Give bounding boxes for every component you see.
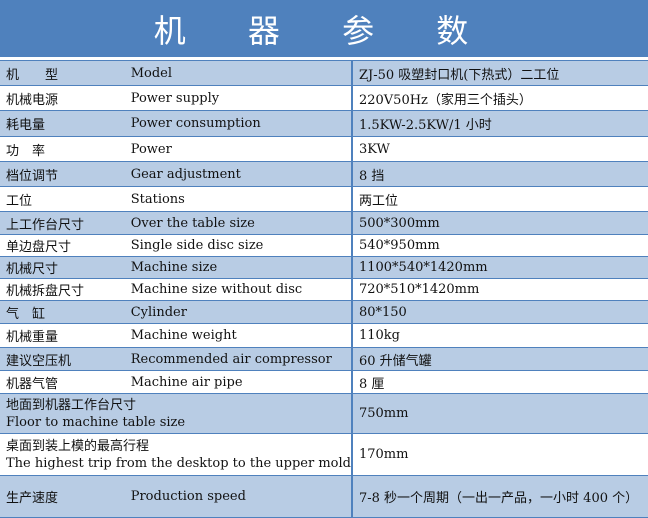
spec-label-cn: 机械电源 — [0, 85, 125, 111]
spec-label-cn: 机 型 — [0, 60, 125, 86]
spec-label-en: Machine air pipe — [124, 370, 353, 394]
spec-label-en: Model — [124, 60, 353, 86]
table-row: 机械重量 Machine weight 110kg — [0, 323, 648, 348]
page-title: 机 器 参 数 — [0, 0, 648, 57]
spec-label-en: Production speed — [124, 475, 353, 518]
spec-label-en: Cylinder — [124, 300, 353, 324]
spec-label-en: Floor to machine table size — [6, 414, 186, 430]
table-row: 功 率 Power 3KW — [0, 136, 648, 162]
table-row: 机 型 Model ZJ-50 吸塑封口机(下热式）二工位 — [0, 60, 648, 86]
spec-value: 540*950mm — [351, 234, 648, 257]
table-row: 地面到机器工作台尺寸 Floor to machine table size 750… — [0, 393, 648, 434]
spec-value: 110kg — [351, 323, 648, 348]
spec-label: 桌面到装上模的最高行程 The highest trip from the des… — [0, 433, 353, 476]
table-row: 机械拆盘尺寸 Machine size without disc 720*510*1… — [0, 278, 648, 301]
spec-value: 500*300mm — [351, 211, 648, 235]
spec-value: 60 升储气罐 — [351, 347, 648, 371]
spec-label-cn: 单边盘尺寸 — [0, 234, 125, 257]
spec-label-cn: 机械重量 — [0, 323, 125, 348]
table-row: 耗电量 Power consumption 1.5KW-2.5KW/1 小时 — [0, 110, 648, 137]
spec-value: 1.5KW-2.5KW/1 小时 — [351, 110, 648, 137]
spec-label-en: Gear adjustment — [124, 161, 353, 187]
spec-value: 两工位 — [351, 186, 648, 212]
spec-label-en: Power consumption — [124, 110, 353, 137]
spec-label-en: Power — [124, 136, 353, 162]
spec-label-en: The highest trip from the desktop to the… — [6, 455, 351, 471]
table-row: 气 缸 Cylinder 80*150 — [0, 300, 648, 324]
spec-label-en: Machine size without disc — [124, 278, 353, 301]
table-row: 机械尺寸 Machine size 1100*540*1420mm — [0, 256, 648, 279]
spec-label-en: Power supply — [124, 85, 353, 111]
table-row: 档位调节 Gear adjustment 8 挡 — [0, 161, 648, 187]
table-row: 机械电源 Power supply 220V50Hz（家用三个插头） — [0, 85, 648, 111]
spec-label-en: Stations — [124, 186, 353, 212]
spec-value: 1100*540*1420mm — [351, 256, 648, 279]
spec-value: 8 挡 — [351, 161, 648, 187]
table-row: 桌面到装上模的最高行程 The highest trip from the des… — [0, 433, 648, 476]
spec-label: 地面到机器工作台尺寸 Floor to machine table size — [0, 393, 353, 434]
spec-label-en: Recommended air compressor — [124, 347, 353, 371]
spec-label-cn: 气 缸 — [0, 300, 125, 324]
spec-label-cn: 工位 — [0, 186, 125, 212]
spec-label-cn: 建议空压机 — [0, 347, 125, 371]
spec-value: 7-8 秒一个周期（一出一产品，一小时 400 个） — [351, 475, 648, 518]
spec-label-en: Machine weight — [124, 323, 353, 348]
spec-label-cn: 上工作台尺寸 — [0, 211, 125, 235]
spec-value: 80*150 — [351, 300, 648, 324]
spec-label-cn: 桌面到装上模的最高行程 — [6, 438, 150, 454]
table-row: 机器气管 Machine air pipe 8 厘 — [0, 370, 648, 394]
spec-label-en: Over the table size — [124, 211, 353, 235]
table-row: 上工作台尺寸 Over the table size 500*300mm — [0, 211, 648, 235]
spec-value: 720*510*1420mm — [351, 278, 648, 301]
table-row: 建议空压机 Recommended air compressor 60 升储气罐 — [0, 347, 648, 371]
spec-table: 机 型 Model ZJ-50 吸塑封口机(下热式）二工位 机械电源 Power sup… — [0, 60, 648, 518]
spec-label-cn: 地面到机器工作台尺寸 — [6, 397, 137, 413]
spec-label-cn: 耗电量 — [0, 110, 125, 137]
spec-label-cn: 功 率 — [0, 136, 125, 162]
spec-label-cn: 机械拆盘尺寸 — [0, 278, 125, 301]
spec-label-cn: 档位调节 — [0, 161, 125, 187]
spec-label-cn: 生产速度 — [0, 475, 125, 518]
spec-label-cn: 机械尺寸 — [0, 256, 125, 279]
spec-value: ZJ-50 吸塑封口机(下热式）二工位 — [351, 60, 648, 86]
table-row: 工位 Stations 两工位 — [0, 186, 648, 212]
spec-value: 750mm — [351, 393, 648, 434]
spec-label-cn: 机器气管 — [0, 370, 125, 394]
table-row: 单边盘尺寸 Single side disc size 540*950mm — [0, 234, 648, 257]
spec-value: 8 厘 — [351, 370, 648, 394]
spec-value: 170mm — [351, 433, 648, 476]
spec-label-en: Single side disc size — [124, 234, 353, 257]
table-row: 生产速度 Production speed 7-8 秒一个周期（一出一产品，一小时 … — [0, 475, 648, 518]
spec-label-en: Machine size — [124, 256, 353, 279]
spec-value: 3KW — [351, 136, 648, 162]
spec-value: 220V50Hz（家用三个插头） — [351, 85, 648, 111]
